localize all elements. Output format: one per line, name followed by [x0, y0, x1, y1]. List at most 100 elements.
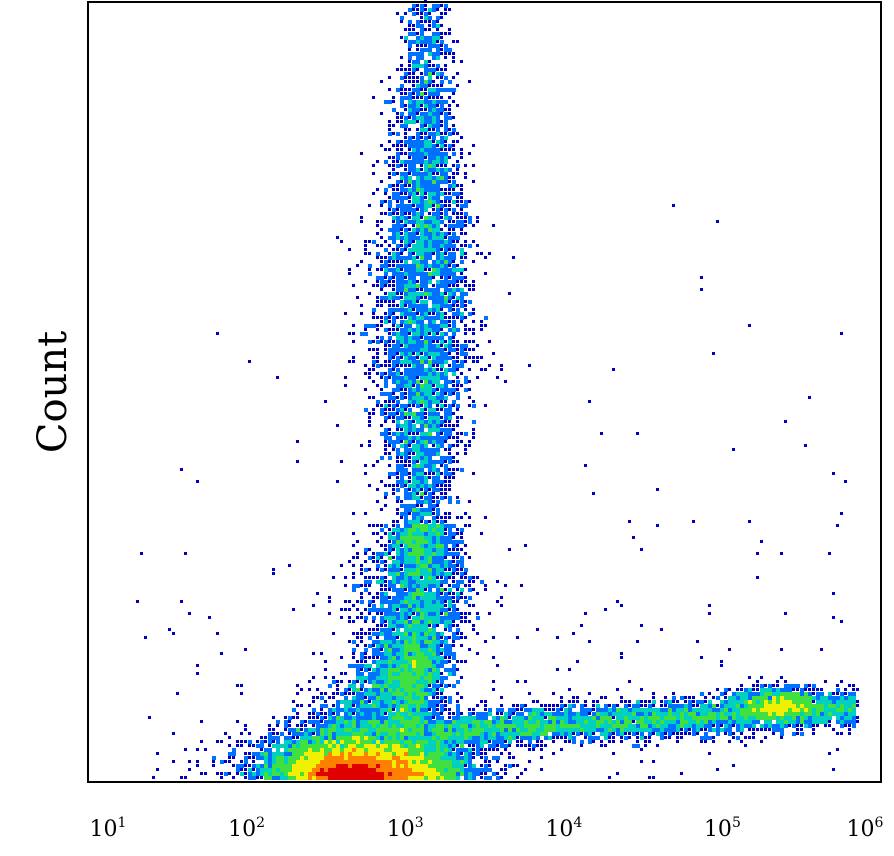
data-point — [388, 140, 391, 143]
data-point — [440, 564, 444, 568]
data-point — [388, 412, 392, 416]
data-point — [244, 768, 247, 771]
data-point — [436, 64, 440, 68]
data-point — [404, 208, 408, 212]
data-point — [428, 244, 432, 248]
data-point — [328, 728, 332, 732]
data-point — [268, 740, 272, 744]
data-point — [444, 560, 448, 564]
data-point — [396, 144, 399, 147]
data-point — [408, 596, 412, 600]
data-point — [268, 748, 272, 752]
data-point — [728, 712, 732, 716]
data-point — [420, 424, 424, 428]
data-point — [428, 216, 432, 220]
data-point — [460, 580, 464, 584]
data-point — [236, 684, 239, 687]
data-point — [436, 688, 439, 691]
data-point — [444, 56, 447, 59]
data-point — [400, 456, 403, 459]
data-point — [368, 584, 371, 587]
data-point — [368, 264, 372, 268]
data-point — [416, 80, 419, 83]
data-point — [432, 132, 436, 136]
data-point — [364, 548, 368, 552]
data-point — [368, 576, 371, 579]
data-point — [444, 552, 448, 556]
data-point — [468, 736, 472, 740]
data-point — [412, 580, 416, 584]
data-point — [372, 552, 375, 555]
data-point — [400, 232, 403, 235]
data-point — [528, 760, 531, 763]
data-point — [412, 716, 416, 720]
data-point — [432, 596, 436, 600]
data-point — [432, 108, 436, 112]
data-point — [436, 196, 440, 200]
data-point — [428, 240, 432, 244]
data-point — [408, 588, 412, 592]
data-point — [416, 228, 420, 232]
data-point — [612, 720, 616, 724]
data-point — [428, 116, 432, 120]
data-point — [744, 704, 748, 708]
data-point — [740, 688, 743, 691]
data-point — [416, 320, 420, 324]
data-point — [524, 768, 527, 771]
data-point — [816, 724, 819, 727]
data-point — [380, 604, 384, 608]
data-point — [388, 684, 392, 688]
data-point — [628, 712, 632, 716]
data-point — [436, 444, 440, 448]
data-point — [400, 632, 404, 636]
data-point — [452, 164, 455, 167]
data-point — [608, 716, 612, 720]
data-point — [456, 752, 460, 756]
data-point — [428, 408, 432, 412]
data-point — [432, 292, 436, 296]
data-point — [452, 672, 456, 676]
data-point — [476, 632, 479, 635]
data-point — [452, 208, 456, 212]
data-point — [752, 736, 755, 739]
data-point — [428, 564, 432, 568]
data-point — [388, 204, 392, 208]
data-point — [416, 400, 420, 404]
data-point — [284, 776, 288, 780]
data-point — [596, 700, 599, 703]
data-point — [400, 612, 404, 616]
data-point — [720, 692, 724, 696]
data-point — [400, 408, 404, 412]
data-point — [636, 728, 640, 732]
data-point — [424, 528, 428, 532]
data-point — [420, 648, 424, 652]
data-point — [400, 180, 403, 183]
data-point — [392, 548, 395, 551]
data-point — [396, 508, 399, 511]
data-point — [392, 588, 396, 592]
data-point — [404, 480, 408, 484]
data-point — [396, 364, 399, 367]
data-point — [440, 48, 443, 51]
data-point — [472, 240, 475, 243]
data-point — [852, 700, 856, 704]
data-point — [436, 476, 440, 480]
data-point — [400, 512, 404, 516]
data-point — [444, 640, 448, 644]
data-point — [396, 328, 399, 331]
data-point — [660, 700, 663, 703]
data-point — [244, 760, 248, 764]
data-point — [316, 696, 319, 699]
data-point — [768, 724, 772, 728]
data-point — [420, 584, 424, 588]
data-point — [444, 744, 448, 748]
data-point — [524, 724, 528, 728]
data-point — [380, 668, 384, 672]
data-point — [540, 732, 544, 736]
data-point — [436, 348, 440, 352]
data-point — [412, 432, 415, 435]
data-point — [424, 708, 428, 712]
data-point — [180, 600, 183, 603]
data-point — [404, 376, 408, 380]
data-point — [400, 352, 404, 356]
